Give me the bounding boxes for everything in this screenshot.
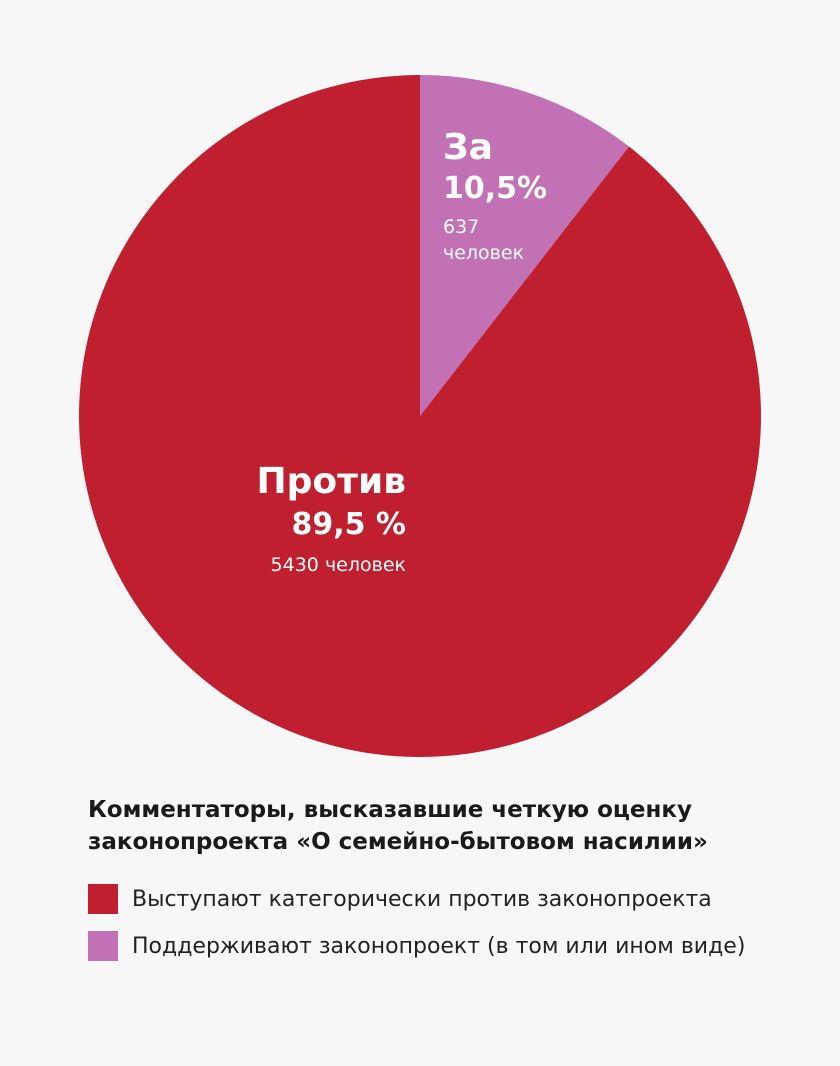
pie-slice-za: [420, 75, 630, 416]
slice-label-za: За 10,5% 637 человек: [443, 130, 547, 266]
slice-name-za: За: [443, 127, 493, 168]
legend-swatch-za: [88, 931, 118, 961]
slice-percent-protiv: 89,5 %: [291, 507, 406, 542]
slice-count-za-line2: человек: [443, 242, 525, 264]
legend-label-za: Поддерживают законопроект (в том или ино…: [132, 933, 746, 959]
chart-title: Комментаторы, высказавшие четкую оценку …: [88, 797, 708, 855]
legend-label-protiv: Выступают категорически против законопро…: [132, 886, 712, 912]
slice-name-protiv: Против: [256, 461, 406, 502]
legend: Выступают категорически против законопро…: [88, 884, 745, 978]
legend-item-za: Поддерживают законопроект (в том или ино…: [88, 931, 745, 961]
pie-slice-protiv: [78, 75, 761, 757]
legend-item-protiv: Выступают категорически против законопро…: [88, 884, 745, 914]
legend-swatch-protiv: [88, 884, 118, 914]
slice-percent-za: 10,5%: [443, 171, 548, 206]
slice-count-protiv: 5430 человек: [270, 554, 406, 576]
slice-label-protiv: Против 89,5 % 5430 человек: [200, 464, 406, 578]
pie-chart: [78, 75, 761, 757]
slice-count-za-line1: 637: [443, 216, 480, 238]
